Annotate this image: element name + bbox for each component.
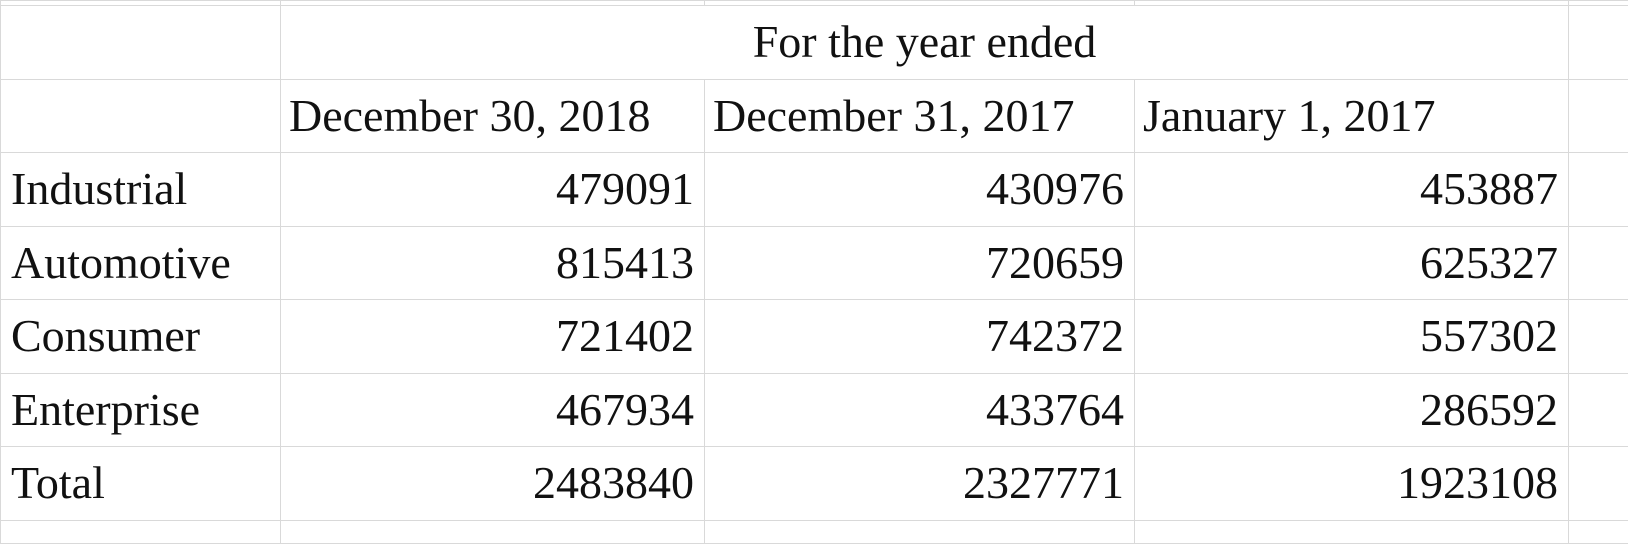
value-text: 433764 [986,383,1124,435]
value-cell[interactable]: 1923108 [1134,446,1569,521]
value-text: 625327 [1420,236,1558,288]
value-cell[interactable]: 742372 [704,299,1135,374]
value-text: 2483840 [533,457,694,509]
table-row: Industrial 479091 430976 453887 [0,152,1628,227]
cell[interactable] [1568,225,1628,301]
cell[interactable] [0,519,281,544]
column-header-cell[interactable]: December 30, 2018 [280,78,705,154]
table-row: Consumer 721402 742372 557302 [0,299,1628,374]
column-header-cell[interactable]: January 1, 2017 [1134,78,1569,154]
row-label-cell[interactable]: Automotive [0,225,281,301]
value-text: 430976 [986,163,1124,215]
column-header-cell[interactable]: December 31, 2017 [704,78,1135,154]
value-cell[interactable]: 433764 [704,372,1135,448]
value-text: 2327771 [963,457,1124,509]
spacer-row [0,0,1628,7]
row-label-text: Industrial [11,163,188,215]
column-header-text: January 1, 2017 [1143,89,1436,141]
value-text: 286592 [1420,383,1558,435]
value-cell[interactable]: 2327771 [704,446,1135,521]
value-cell[interactable]: 2483840 [280,446,705,521]
cell[interactable] [1134,519,1569,544]
value-text: 453887 [1420,163,1558,215]
value-cell[interactable]: 721402 [280,299,705,374]
column-header-text: December 31, 2017 [713,89,1075,141]
value-cell[interactable]: 430976 [704,152,1135,227]
group-header-text: For the year ended [752,16,1097,68]
row-label-cell[interactable]: Total [0,446,281,521]
column-header-row: December 30, 2018 December 31, 2017 Janu… [0,78,1628,154]
value-cell[interactable]: 479091 [280,152,705,227]
value-text: 467934 [556,383,694,435]
table-row: Enterprise 467934 433764 286592 [0,372,1628,448]
cell[interactable] [1568,446,1628,521]
row-label-text: Enterprise [11,383,201,435]
value-text: 720659 [986,236,1124,288]
cell[interactable] [1568,5,1628,80]
cell[interactable] [1568,152,1628,227]
cell[interactable] [1568,299,1628,374]
row-label-text: Automotive [11,236,231,288]
group-header-row: For the year ended [0,5,1628,80]
value-cell[interactable]: 467934 [280,372,705,448]
value-text: 721402 [556,310,694,362]
table-row: Automotive 815413 720659 625327 [0,225,1628,301]
value-text: 557302 [1420,310,1558,362]
column-header-text: December 30, 2018 [289,89,651,141]
spacer-row [0,519,1628,544]
value-cell[interactable]: 625327 [1134,225,1569,301]
value-cell[interactable]: 815413 [280,225,705,301]
row-label-cell[interactable]: Industrial [0,152,281,227]
row-label-text: Consumer [11,310,201,362]
value-cell[interactable]: 720659 [704,225,1135,301]
group-header-cell[interactable]: For the year ended [280,5,1569,80]
cell[interactable] [0,5,281,80]
value-text: 1923108 [1397,457,1558,509]
value-cell[interactable]: 286592 [1134,372,1569,448]
total-row: Total 2483840 2327771 1923108 [0,446,1628,521]
cell[interactable] [0,78,281,154]
cell[interactable] [1568,519,1628,544]
row-label-text: Total [11,457,105,509]
value-text: 479091 [556,163,694,215]
value-cell[interactable]: 557302 [1134,299,1569,374]
cell[interactable] [704,519,1135,544]
value-text: 815413 [556,236,694,288]
cell[interactable] [280,519,705,544]
cell[interactable] [1568,78,1628,154]
row-label-cell[interactable]: Enterprise [0,372,281,448]
value-text: 742372 [986,310,1124,362]
row-label-cell[interactable]: Consumer [0,299,281,374]
cell[interactable] [1568,372,1628,448]
value-cell[interactable]: 453887 [1134,152,1569,227]
